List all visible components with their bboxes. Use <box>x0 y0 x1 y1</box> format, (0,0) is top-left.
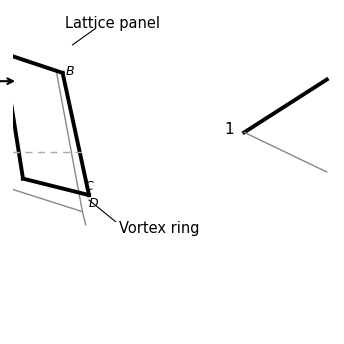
Text: Lattice panel: Lattice panel <box>65 16 160 31</box>
Text: C: C <box>84 180 93 193</box>
Text: D: D <box>89 197 99 210</box>
Text: B: B <box>66 65 75 78</box>
Text: Vortex ring: Vortex ring <box>119 221 199 236</box>
Text: 1: 1 <box>225 121 234 137</box>
